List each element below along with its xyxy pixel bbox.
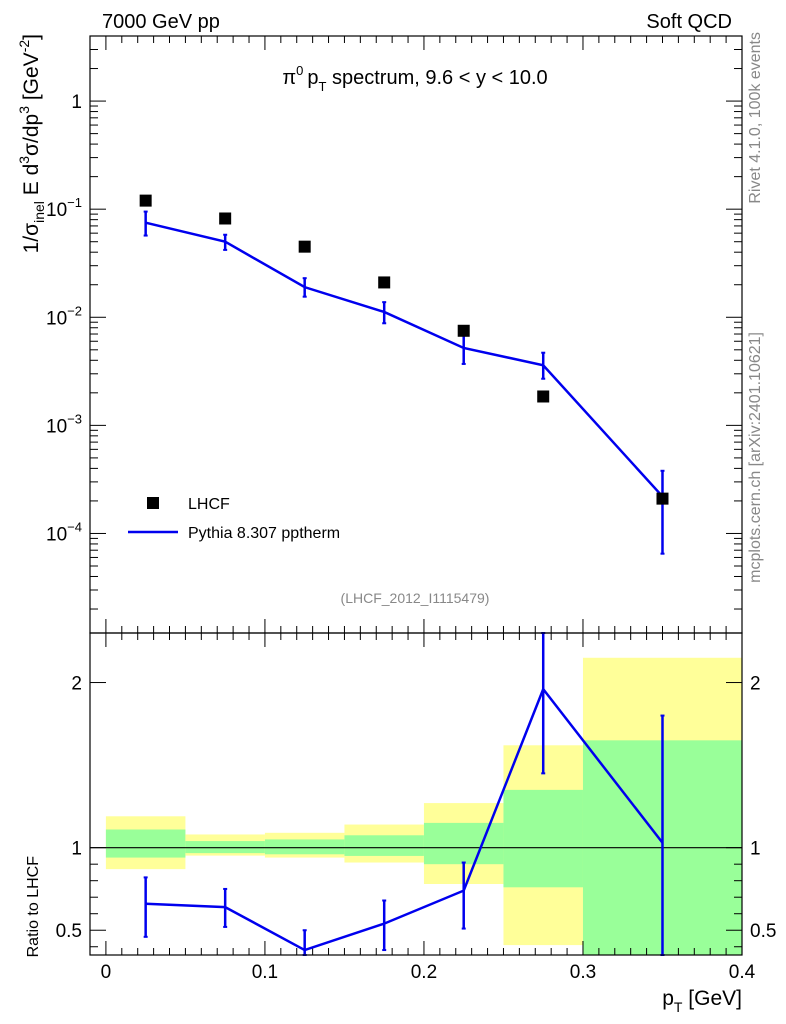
ratio-y-tick-label-left: 0.5: [56, 921, 82, 942]
main-plot-frame: [89, 35, 743, 634]
legend: LHCF Pythia 8.307 pptherm: [128, 496, 340, 542]
ratio-y-tick-label-left: 1: [71, 839, 82, 860]
ratio-y-tick-label-right: 2: [750, 674, 761, 695]
main-y-tick-label: 10−1: [46, 195, 82, 221]
x-tick-label: 0: [101, 962, 112, 983]
rivet-version-label: Rivet 4.1.0, 100k events: [747, 32, 764, 204]
analysis-id-label: (LHCF_2012_I1115479): [341, 590, 490, 606]
data-point-lhcf: [457, 324, 470, 337]
main-y-tick-label: 10−4: [46, 519, 82, 545]
ratio-panel: 0.5 0.5 1 1 2 2 0 0.1 0.2 0.3 0.4 Ratio to LHCF p…: [25, 632, 776, 1015]
x-tick-label: 0.4: [729, 962, 756, 983]
main-panel: π0 pT spectrum, 9.6 < y < 10.0 1/σinel E …: [16, 34, 743, 634]
x-tick-label: 0.3: [570, 962, 596, 983]
data-point-lhcf: [219, 212, 232, 225]
ratio-y-tick-label-right: 0.5: [750, 921, 776, 942]
ratio-y-axis-label: Ratio to LHCF: [25, 856, 42, 958]
main-title: π0 pT spectrum, 9.6 < y < 10.0: [282, 63, 547, 94]
data-point-lhcf: [656, 492, 669, 505]
main-y-tick-label: 1: [71, 92, 82, 113]
main-y-axis-label: 1/σinel E d3σ/dp3 [GeV-2]: [16, 34, 47, 253]
ratio-plot-frame: [89, 632, 743, 956]
uncertainty-band-inner: [264, 839, 345, 855]
uncertainty-band-inner: [105, 829, 186, 858]
ratio-y-tick-label-right: 1: [750, 839, 761, 860]
ratio-y-tick-label-left: 2: [71, 674, 82, 695]
mc-line: [145, 221, 664, 498]
data-point-lhcf: [298, 240, 311, 253]
mcplots-source-label: mcplots.cern.ch [arXiv:2401.10621]: [747, 332, 764, 583]
data-point-lhcf: [378, 276, 391, 289]
uncertainty-band-inner: [344, 835, 424, 856]
data-point-lhcf: [537, 390, 550, 403]
legend-marker-lhcf: [147, 497, 159, 509]
uncertainty-band-inner: [503, 789, 583, 888]
x-axis-label: pT [GeV]: [662, 987, 742, 1015]
legend-label-lhcf: LHCF: [188, 496, 230, 513]
uncertainty-band-inner: [423, 822, 504, 865]
x-tick-label: 0.2: [411, 962, 437, 983]
main-y-tick-label: 10−2: [46, 303, 82, 329]
main-y-tick-label: 10−3: [46, 411, 82, 437]
header-right: Soft QCD: [646, 11, 732, 33]
legend-label-pythia: Pythia 8.307 pptherm: [188, 525, 340, 542]
data-point-lhcf: [139, 194, 152, 207]
x-tick-label: 0.1: [252, 962, 278, 983]
header-left: 7000 GeV pp: [102, 11, 220, 33]
